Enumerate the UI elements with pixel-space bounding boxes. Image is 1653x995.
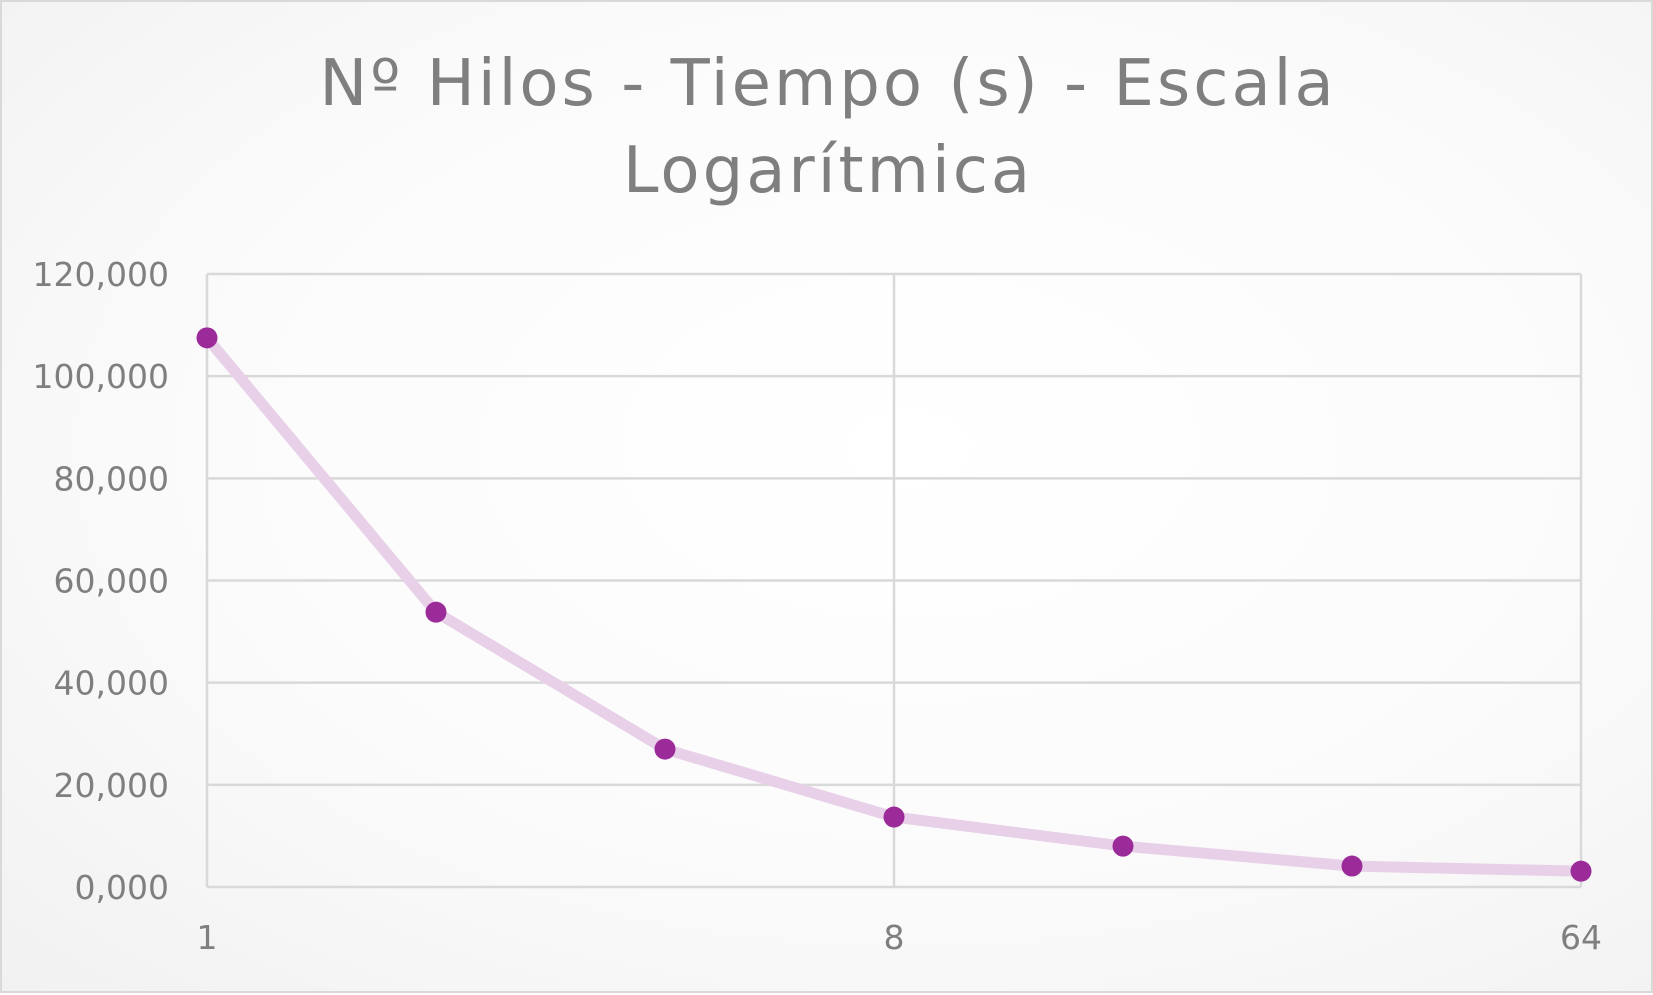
axis-label-layer: 0,000 20,000 40,000 60,000 80,000 100,000 120,… (33, 255, 1602, 957)
y-tick-label: 0,000 (75, 868, 169, 907)
x-tick-label: 8 (884, 918, 905, 957)
y-tick-label: 40,000 (54, 664, 169, 703)
grid-layer (205, 272, 1583, 889)
chart-title-line-1: Nº Hilos - Tiempo (s) - Escala (319, 47, 1336, 121)
x-tick-label: 1 (197, 918, 218, 957)
data-point (425, 601, 447, 623)
data-point (1570, 860, 1592, 882)
y-tick-label: 60,000 (54, 562, 169, 601)
data-point (1112, 835, 1134, 857)
y-tick-label: 120,000 (33, 255, 169, 294)
x-tick-label: 64 (1560, 918, 1602, 957)
chart-title-line-2: Logarítmica (623, 134, 1033, 208)
y-tick-label: 80,000 (54, 459, 169, 498)
data-point (883, 806, 905, 828)
data-point (654, 738, 676, 760)
data-point (196, 327, 218, 349)
y-tick-label: 20,000 (54, 766, 169, 805)
y-tick-label: 100,000 (33, 357, 169, 396)
series-layer (196, 327, 1592, 882)
data-point (1341, 855, 1363, 877)
